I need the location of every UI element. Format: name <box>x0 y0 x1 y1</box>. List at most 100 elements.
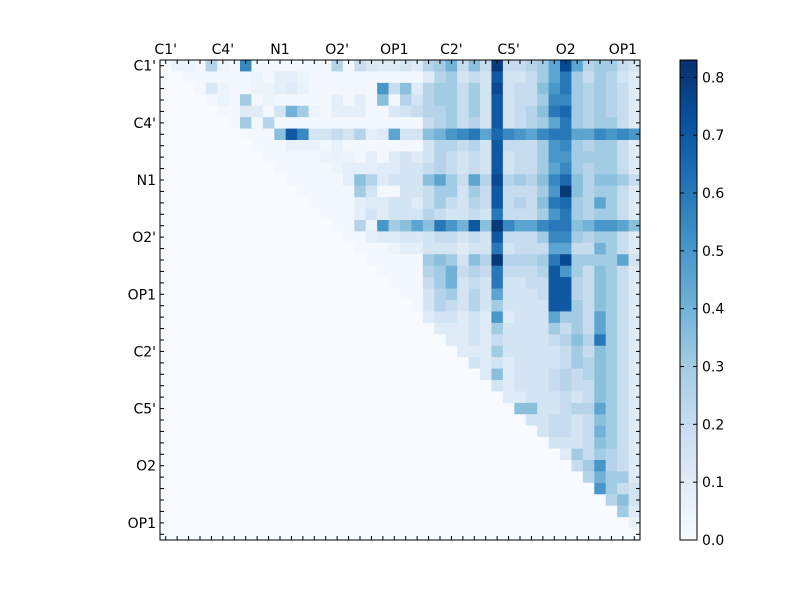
heatmap-cell <box>571 94 584 107</box>
heatmap-cell <box>457 300 469 312</box>
heatmap-cell <box>354 402 367 415</box>
heatmap-cell <box>468 368 481 381</box>
heatmap-cell <box>628 151 641 164</box>
heatmap-cell <box>354 425 367 438</box>
heatmap-cell <box>502 528 515 541</box>
heatmap-cell <box>594 300 607 312</box>
heatmap-cell <box>468 528 481 541</box>
heatmap-cell <box>468 357 481 369</box>
heatmap-cell <box>285 277 298 289</box>
heatmap-cell <box>320 208 332 221</box>
heatmap-cell <box>205 322 218 335</box>
heatmap-cell <box>422 197 435 209</box>
heatmap-cell <box>160 197 172 209</box>
heatmap-cell <box>228 220 241 232</box>
heatmap-cell <box>377 151 389 164</box>
heatmap-cell <box>320 368 332 381</box>
heatmap-cell <box>491 197 504 209</box>
heatmap-cell <box>571 151 584 164</box>
heatmap-cell <box>445 482 458 495</box>
heatmap-cell <box>182 242 195 255</box>
heatmap-cell <box>434 277 447 289</box>
heatmap-cell <box>525 71 538 84</box>
heatmap-cell <box>491 368 504 381</box>
heatmap-cell <box>217 460 229 472</box>
heatmap-cell <box>205 414 218 427</box>
heatmap-cell <box>274 185 287 198</box>
heatmap-cell <box>354 174 367 187</box>
heatmap-cell <box>457 517 469 529</box>
heatmap-cell <box>457 368 469 381</box>
heatmap-cell <box>205 380 218 392</box>
heatmap-cell <box>160 94 172 107</box>
heatmap-cell <box>171 162 184 175</box>
heatmap-cell <box>491 334 504 347</box>
heatmap-cell <box>342 277 355 289</box>
heatmap-cell <box>434 94 447 107</box>
heatmap-cell <box>560 151 572 164</box>
heatmap-cell <box>434 174 447 187</box>
heatmap-cell <box>297 517 309 529</box>
heatmap-cell <box>297 425 309 438</box>
heatmap-cell <box>274 117 287 129</box>
heatmap-cell <box>297 300 309 312</box>
heatmap-cell <box>320 231 332 244</box>
heatmap-cell <box>525 380 538 392</box>
heatmap-cell <box>537 82 549 95</box>
heatmap-cell <box>262 277 275 289</box>
heatmap-cell <box>457 162 469 175</box>
heatmap-cell <box>514 494 527 507</box>
heatmap-cell <box>434 471 447 484</box>
heatmap-cell <box>571 220 584 232</box>
heatmap-cell <box>171 185 184 198</box>
heatmap-cell <box>240 94 252 107</box>
heatmap-cell <box>571 528 584 541</box>
heatmap-cell <box>560 345 572 358</box>
heatmap-cell <box>422 231 435 244</box>
heatmap-cell <box>388 345 401 358</box>
heatmap-cell <box>388 162 401 175</box>
heatmap-cell <box>171 368 184 381</box>
heatmap-cell <box>194 471 207 484</box>
heatmap-cell <box>434 231 447 244</box>
heatmap-cell <box>422 402 435 415</box>
heatmap-cell <box>262 471 275 484</box>
heatmap-cell <box>377 242 389 255</box>
heatmap-cell <box>160 82 172 95</box>
heatmap-cell <box>342 242 355 255</box>
heatmap-cell <box>331 425 344 438</box>
heatmap-cell <box>217 471 229 484</box>
heatmap-cell <box>160 265 172 278</box>
heatmap-cell <box>377 414 389 427</box>
heatmap-cell <box>217 60 229 72</box>
heatmap-cell <box>548 94 561 107</box>
heatmap-cell <box>445 437 458 449</box>
heatmap-cell <box>365 105 378 118</box>
heatmap-cell <box>228 437 241 449</box>
heatmap-cell <box>251 254 264 267</box>
heatmap-cell <box>377 528 389 541</box>
heatmap-cell <box>400 448 412 461</box>
heatmap-cell <box>468 151 481 164</box>
heatmap-cell <box>205 128 218 141</box>
y-tick-label: C4' <box>133 116 156 132</box>
heatmap-cell <box>594 357 607 369</box>
heatmap-cell <box>422 471 435 484</box>
heatmap-cell <box>445 140 458 152</box>
heatmap-cell <box>228 288 241 301</box>
heatmap-cell <box>400 368 412 381</box>
heatmap-cell <box>285 117 298 129</box>
heatmap-cell <box>491 60 504 72</box>
heatmap-cell <box>160 174 172 187</box>
heatmap-cell <box>468 505 481 518</box>
heatmap-cell <box>548 391 561 404</box>
heatmap-cell <box>262 402 275 415</box>
heatmap-cell <box>411 60 424 72</box>
heatmap-cell <box>582 71 595 84</box>
heatmap-cell <box>365 117 378 129</box>
heatmap-cell <box>605 117 618 129</box>
heatmap-cell <box>308 174 321 187</box>
heatmap-cell <box>434 254 447 267</box>
heatmap-cell <box>194 105 207 118</box>
heatmap-cell <box>445 345 458 358</box>
